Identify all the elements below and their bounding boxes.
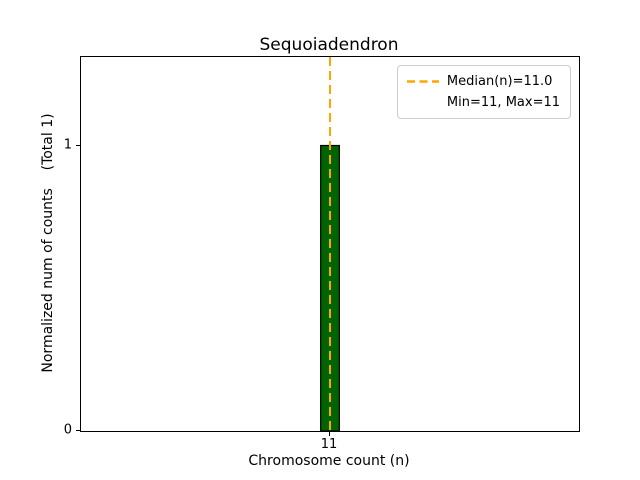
y-tick-mark xyxy=(76,430,80,431)
y-axis-label: Normalized num of counts (Total 1) xyxy=(40,113,56,373)
legend-empty-handle xyxy=(407,101,439,104)
x-tick-label: 11 xyxy=(320,437,338,452)
legend-label-minmax: Min=11, Max=11 xyxy=(446,95,560,110)
plot-area: Median(n)=11.0 Min=11, Max=11 xyxy=(80,56,580,432)
legend-label-median: Median(n)=11.0 xyxy=(446,74,553,89)
y-tick-label: 1 xyxy=(63,137,72,152)
legend-entry-median: Median(n)=11.0 xyxy=(406,71,560,92)
plot-canvas xyxy=(320,57,340,431)
x-tick-mark xyxy=(329,432,330,436)
y-tick-label: 0 xyxy=(63,422,72,438)
median-dashed-line-icon xyxy=(406,80,439,83)
legend: Median(n)=11.0 Min=11, Max=11 xyxy=(396,65,571,119)
y-tick-mark xyxy=(76,144,80,146)
legend-entry-minmax: Min=11, Max=11 xyxy=(407,92,560,113)
chart-title: Sequoiadendron xyxy=(259,35,399,55)
x-axis-label: Chromosome count (n) xyxy=(248,453,410,469)
